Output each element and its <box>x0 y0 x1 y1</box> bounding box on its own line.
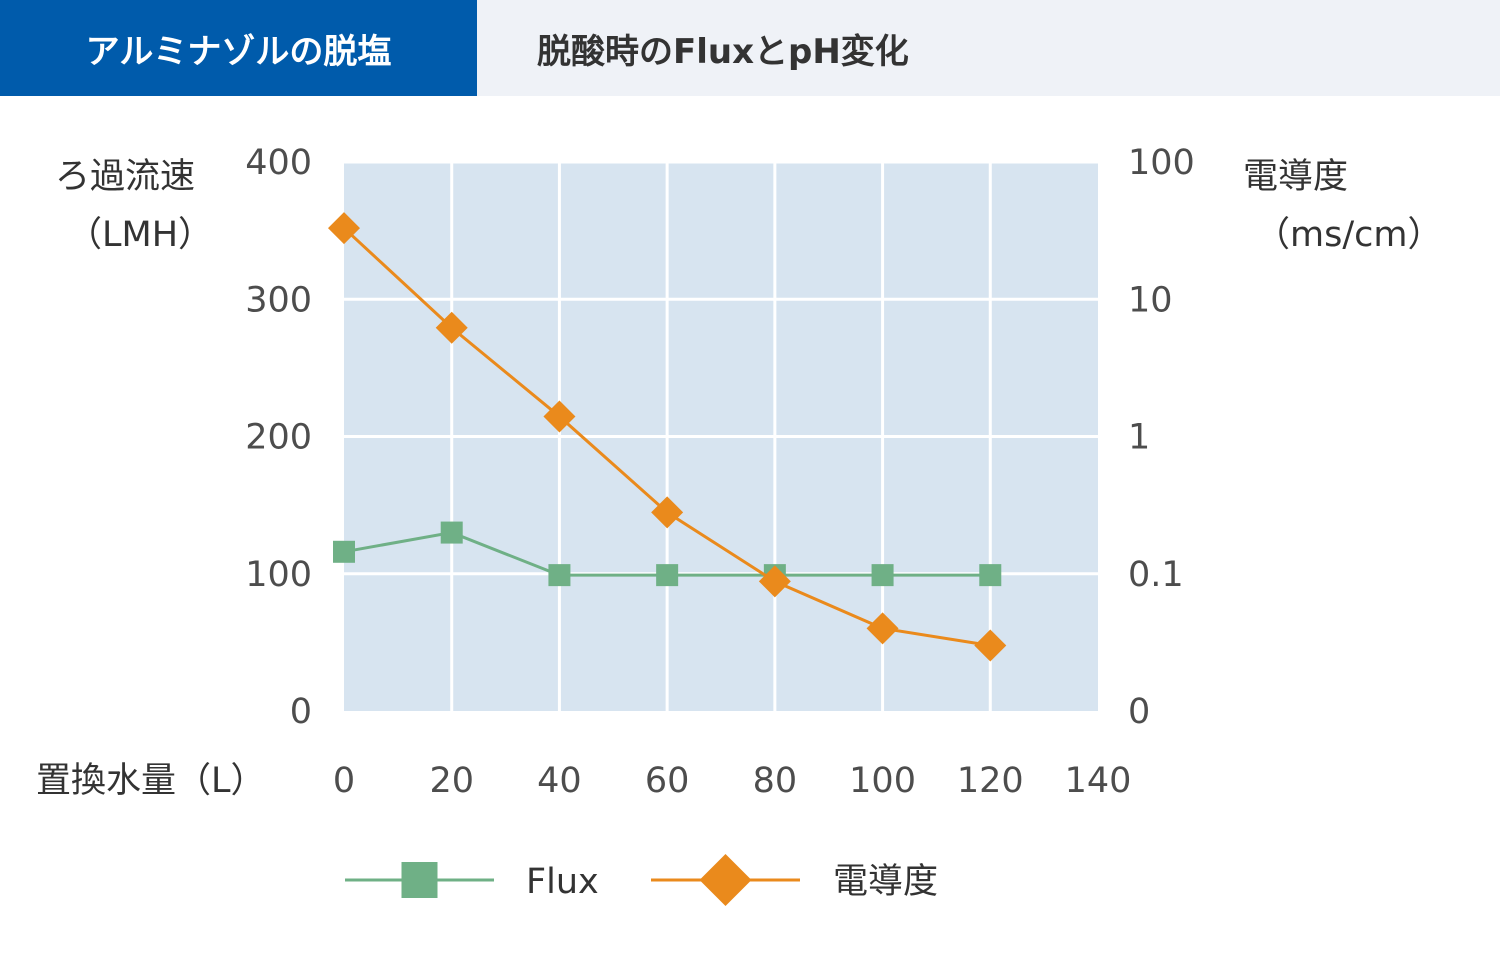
flux-point <box>440 521 463 544</box>
x-axis-ticks: 0 20 40 60 80 100 120 140 <box>333 761 1132 801</box>
conductivity-point <box>866 612 899 645</box>
right-tick-label: 0 <box>1128 692 1150 732</box>
right-tick-label: 100 <box>1128 143 1195 183</box>
x-tick-label: 120 <box>957 761 1024 801</box>
flux-point <box>548 564 571 587</box>
right-tick-label: 0.1 <box>1128 555 1184 595</box>
conductivity-point <box>758 565 791 598</box>
x-tick-label: 40 <box>537 761 582 801</box>
left-tick-label: 0 <box>290 692 312 732</box>
conductivity-point <box>435 311 468 344</box>
x-tick-label: 60 <box>645 761 690 801</box>
legend: Flux 電導度 <box>345 854 938 906</box>
grid-lines <box>344 160 1098 711</box>
x-tick-label: 80 <box>753 761 798 801</box>
tab-alumina-sol[interactable]: アルミナゾルの脱塩 <box>0 0 477 96</box>
left-axis-label-line1: ろ過流速 <box>55 157 196 197</box>
left-axis-label: ろ過流速 （LMH） <box>55 148 213 264</box>
legend-flux-label: Flux <box>526 862 599 902</box>
legend-conductivity-label: 電導度 <box>833 862 938 902</box>
left-tick-label: 400 <box>245 143 312 183</box>
series-layer <box>328 212 1007 662</box>
right-axis-ticks: 0 0.1 1 10 100 <box>1128 143 1195 732</box>
conductivity-point <box>974 629 1007 662</box>
header-bar: アルミナゾルの脱塩 脱酸時のFluxとpH変化 <box>0 0 1500 96</box>
conductivity-point <box>651 496 684 529</box>
right-axis-label-line1: 電導度 <box>1243 157 1349 197</box>
right-tick-label: 10 <box>1128 280 1173 320</box>
legend-conductivity-marker <box>699 854 752 906</box>
flux-point <box>979 564 1002 587</box>
left-tick-label: 300 <box>245 280 312 320</box>
right-axis-label-line2: （ms/cm） <box>1255 215 1443 255</box>
left-axis-label-line2: （LMH） <box>67 215 214 255</box>
legend-flux-marker <box>401 862 438 898</box>
flux-point <box>871 564 894 587</box>
flux-point <box>333 540 355 563</box>
left-tick-label: 100 <box>245 555 312 595</box>
left-axis-ticks: 0 100 200 300 400 <box>245 143 312 732</box>
right-tick-label: 1 <box>1128 418 1150 458</box>
conductivity-point <box>543 400 576 433</box>
x-tick-label: 20 <box>429 761 474 801</box>
left-tick-label: 200 <box>245 418 312 458</box>
x-axis-label: 置換水量（L） <box>36 761 266 801</box>
chart-title: 脱酸時のFluxとpH変化 <box>537 31 909 72</box>
conductivity-point <box>328 212 360 245</box>
flux-point <box>656 564 679 587</box>
x-tick-label: 100 <box>849 761 916 801</box>
x-tick-label: 0 <box>333 761 355 801</box>
x-tick-label: 140 <box>1065 761 1132 801</box>
right-axis-label: 電導度 （ms/cm） <box>1243 148 1442 264</box>
